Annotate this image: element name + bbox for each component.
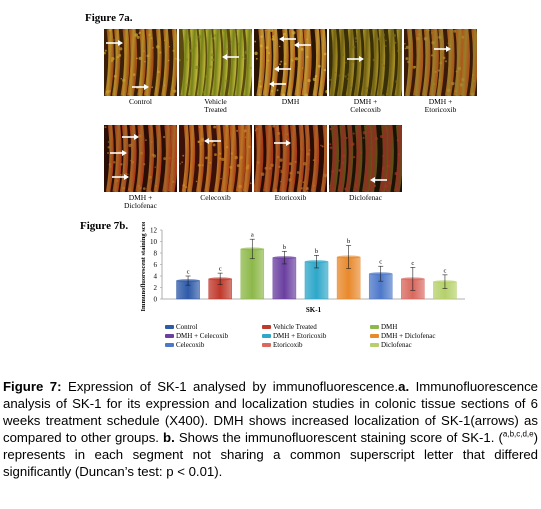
micrograph-panel	[104, 125, 177, 192]
legend-swatch	[262, 325, 271, 329]
legend-swatch	[370, 325, 379, 329]
legend-item: Diclofenac	[370, 341, 412, 349]
micrograph-panel	[254, 29, 327, 96]
x-axis-label: SK-1	[306, 306, 322, 314]
micrograph-panel	[254, 125, 327, 192]
micrograph-label: DMH + Celecoxib	[350, 97, 381, 114]
micrograph-label: Celecoxib	[200, 193, 231, 202]
caption-b: b.	[163, 430, 175, 445]
legend-label: Control	[176, 323, 198, 331]
y-tick-label: 0	[154, 296, 158, 304]
micrograph-label: Vehicle Treated	[204, 97, 227, 114]
y-tick-label: 8	[154, 250, 158, 258]
y-tick-label: 12	[150, 227, 158, 235]
legend-item: Etoricoxib	[262, 341, 303, 349]
significance-letter: c	[443, 267, 446, 274]
caption-text-3: Shows the immunofluorescent staining sco…	[174, 430, 503, 445]
significance-letter: b	[315, 248, 318, 255]
caption-text-4: ) represents in each segment not sharing…	[3, 430, 538, 479]
legend-item: Celecoxib	[165, 341, 204, 349]
legend-label: Vehicle Treated	[273, 323, 317, 331]
micrograph-panel	[179, 29, 252, 96]
significance-letter: c	[411, 260, 414, 267]
legend-label: Diclofenac	[381, 341, 412, 349]
y-tick-label: 4	[154, 273, 158, 281]
significance-letter: c	[219, 266, 222, 273]
legend-swatch	[165, 334, 174, 338]
y-axis-label: Immunofluorescent staining score	[140, 222, 147, 312]
y-tick-label: 2	[154, 284, 158, 292]
caption-superscript: a,b,c,d,e	[502, 429, 534, 439]
legend-item: DMH	[370, 323, 397, 331]
micrograph-panel	[404, 29, 477, 96]
micrograph-panel	[329, 29, 402, 96]
micrograph-label: DMH	[281, 97, 300, 106]
significance-letter: c	[379, 259, 382, 266]
figure-7b-title: Figure 7b.	[80, 220, 129, 232]
legend-item: DMH + Celecoxib	[165, 332, 228, 340]
micrograph-panel	[179, 125, 252, 192]
legend-swatch	[370, 343, 379, 347]
legend-label: Celecoxib	[176, 341, 205, 349]
micrograph-panel	[104, 29, 177, 96]
figure-caption: Figure 7: Expression of SK-1 analysed by…	[3, 378, 538, 480]
legend-label: DMH	[381, 323, 398, 331]
micrograph-label: Etoricoxib	[274, 193, 307, 202]
legend-swatch	[165, 343, 174, 347]
micrograph-label: DMH + Etoricoxib	[424, 97, 457, 114]
legend-label: Etoricoxib	[273, 341, 303, 349]
significance-letter: c	[187, 269, 190, 276]
micrograph-label: DMH + Diclofenac	[124, 193, 157, 210]
y-tick-label: 6	[154, 261, 158, 269]
significance-letter: a	[251, 232, 254, 239]
legend-item: DMH + Etoricoxib	[262, 332, 326, 340]
legend-item: Control	[165, 323, 197, 331]
legend-item: DMH + Diclofenac	[370, 332, 436, 340]
figure-7a-title: Figure 7a.	[85, 12, 133, 24]
legend-label: DMH + Celecoxib	[176, 332, 229, 340]
caption-text-1: Expression of SK-1 analysed by immunoflu…	[61, 379, 399, 394]
legend-swatch	[262, 343, 271, 347]
legend-swatch	[370, 334, 379, 338]
micrograph-label: Control	[129, 97, 152, 106]
significance-letter: b	[347, 238, 350, 245]
micrograph-panel	[329, 125, 402, 192]
caption-text-2: Immunofluorescence analysis of SK-1 for …	[3, 379, 539, 445]
legend-label: DMH + Etoricoxib	[273, 332, 327, 340]
micrograph-label: Diclofenac	[349, 193, 382, 202]
significance-letter: b	[283, 244, 286, 251]
legend-swatch	[262, 334, 271, 338]
legend-swatch	[165, 325, 174, 329]
legend-label: DMH + Diclofenac	[381, 332, 436, 340]
y-tick-label: 10	[150, 238, 158, 246]
legend-item: Vehicle Treated	[262, 323, 317, 331]
caption-a: a.	[398, 379, 410, 394]
caption-lead: Figure 7:	[3, 379, 62, 394]
